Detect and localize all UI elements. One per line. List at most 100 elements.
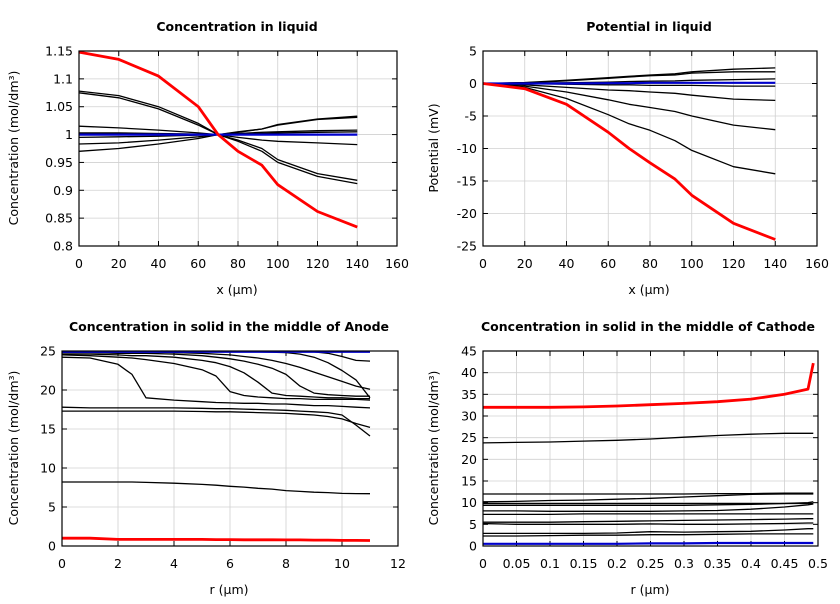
y-tick-label: 1 bbox=[65, 127, 73, 142]
x-tick-label: 120 bbox=[306, 256, 330, 271]
x-tick-label: 4 bbox=[170, 556, 178, 571]
plot-frame bbox=[78, 50, 398, 247]
x-tick-label: 0.1 bbox=[540, 556, 560, 571]
series-line-black bbox=[61, 406, 371, 437]
y-tick-label: -10 bbox=[457, 141, 477, 156]
x-axis-label: r (µm) bbox=[631, 582, 670, 597]
y-tick-label: 30 bbox=[461, 409, 477, 424]
x-tick-label: 0.15 bbox=[570, 556, 598, 571]
y-tick-label: 1.05 bbox=[45, 99, 73, 114]
x-tick-label: 140 bbox=[763, 256, 787, 271]
y-tick-label: 0 bbox=[469, 539, 477, 554]
y-tick-label: 5 bbox=[469, 517, 477, 532]
series-line-black bbox=[482, 82, 776, 131]
x-tick-label: 6 bbox=[226, 556, 234, 571]
series-line-black bbox=[482, 67, 776, 85]
series-line-black bbox=[78, 125, 358, 146]
x-tick-label: 160 bbox=[805, 256, 829, 271]
y-tick-label: 0 bbox=[48, 539, 56, 554]
x-tick-label: 0.5 bbox=[808, 556, 828, 571]
series-line-black bbox=[483, 528, 814, 535]
y-tick-label: 45 bbox=[461, 344, 477, 359]
series-line-blue bbox=[483, 81, 776, 85]
series-line-black bbox=[482, 493, 814, 503]
chart-title: Concentration in solid in the middle of … bbox=[69, 319, 389, 334]
x-axis-label: x (µm) bbox=[628, 282, 669, 297]
x-tick-label: 0.35 bbox=[704, 556, 732, 571]
series-line-black bbox=[483, 492, 814, 495]
chart-title: Concentration in liquid bbox=[156, 19, 317, 34]
series-line-black bbox=[62, 481, 371, 495]
y-tick-label: 0.9 bbox=[53, 183, 73, 198]
chart-title: Potential in liquid bbox=[586, 19, 712, 34]
series-line-black bbox=[483, 513, 814, 516]
x-tick-label: 8 bbox=[282, 556, 290, 571]
x-tick-label: 20 bbox=[111, 256, 127, 271]
x-tick-label: 0.4 bbox=[741, 556, 761, 571]
x-tick-label: 2 bbox=[114, 556, 122, 571]
series-line-red bbox=[483, 362, 815, 409]
x-tick-label: 0 bbox=[479, 556, 487, 571]
series-line-red bbox=[78, 50, 358, 229]
x-tick-label: 60 bbox=[190, 256, 206, 271]
series-line-black bbox=[483, 501, 814, 506]
x-tick-label: 40 bbox=[559, 256, 575, 271]
y-axis-label: Concentration (mol/dm³) bbox=[6, 71, 21, 226]
x-tick-label: 0.05 bbox=[503, 556, 531, 571]
series-line-black bbox=[61, 356, 371, 409]
x-tick-label: 0 bbox=[479, 256, 487, 271]
y-tick-label: 1.15 bbox=[45, 44, 73, 59]
y-tick-label: 35 bbox=[461, 387, 477, 402]
y-tick-label: 10 bbox=[40, 461, 56, 476]
x-tick-label: 0 bbox=[58, 556, 66, 571]
x-tick-label: 60 bbox=[600, 256, 616, 271]
y-tick-label: -20 bbox=[457, 206, 477, 221]
series-line-black bbox=[483, 518, 814, 523]
series-line-black bbox=[78, 92, 358, 185]
x-tick-label: 10 bbox=[334, 556, 350, 571]
plot-frame bbox=[482, 350, 819, 547]
x-tick-label: 0.2 bbox=[607, 556, 627, 571]
y-tick-label: -25 bbox=[457, 239, 477, 254]
y-tick-label: 15 bbox=[461, 474, 477, 489]
x-tick-label: 100 bbox=[680, 256, 704, 271]
y-tick-label: 1.1 bbox=[53, 71, 73, 86]
series-line-black bbox=[62, 410, 371, 429]
x-tick-label: 0 bbox=[75, 256, 83, 271]
x-tick-label: 160 bbox=[385, 256, 409, 271]
subplot-liquid-potential: Potential in liquid x (µm) Potential (mV… bbox=[426, 19, 829, 297]
series-line-black bbox=[61, 354, 371, 401]
y-tick-label: 0.8 bbox=[53, 239, 73, 254]
y-tick-label: 20 bbox=[461, 452, 477, 467]
chart-title: Concentration in solid in the middle of … bbox=[481, 319, 815, 334]
x-tick-label: 100 bbox=[266, 256, 290, 271]
plot-frame bbox=[61, 350, 399, 547]
series-line-black bbox=[62, 351, 370, 397]
y-tick-label: 5 bbox=[469, 44, 477, 59]
series-line-black bbox=[482, 432, 814, 444]
x-tick-label: 140 bbox=[345, 256, 369, 271]
x-tick-label: 0.25 bbox=[637, 556, 665, 571]
series-line-red bbox=[62, 536, 371, 542]
y-tick-label: 10 bbox=[461, 495, 477, 510]
y-axis-label: Potential (mV) bbox=[426, 103, 441, 192]
y-tick-label: -5 bbox=[465, 109, 477, 124]
y-tick-label: 15 bbox=[40, 422, 56, 437]
subplot-cathode-solid-concentration: Concentration in solid in the middle of … bbox=[426, 319, 828, 597]
y-axis-label: Concentration (mol/dm³) bbox=[6, 371, 21, 526]
series-line-black bbox=[483, 533, 814, 537]
x-tick-label: 12 bbox=[390, 556, 406, 571]
x-tick-label: 20 bbox=[517, 256, 533, 271]
x-tick-label: 0.45 bbox=[771, 556, 799, 571]
plot-frame bbox=[482, 50, 818, 247]
x-axis-label: x (µm) bbox=[216, 282, 257, 297]
x-tick-label: 80 bbox=[642, 256, 658, 271]
series-line-black bbox=[482, 522, 814, 525]
series-line-black bbox=[483, 503, 814, 512]
y-tick-label: 0.95 bbox=[45, 155, 73, 170]
subplot-liquid-concentration: Concentration in liquid x (µm) Concentra… bbox=[6, 19, 409, 297]
y-tick-label: 0.85 bbox=[45, 211, 73, 226]
x-tick-label: 40 bbox=[151, 256, 167, 271]
series-line-blue bbox=[483, 541, 814, 545]
y-tick-label: -15 bbox=[457, 174, 477, 189]
